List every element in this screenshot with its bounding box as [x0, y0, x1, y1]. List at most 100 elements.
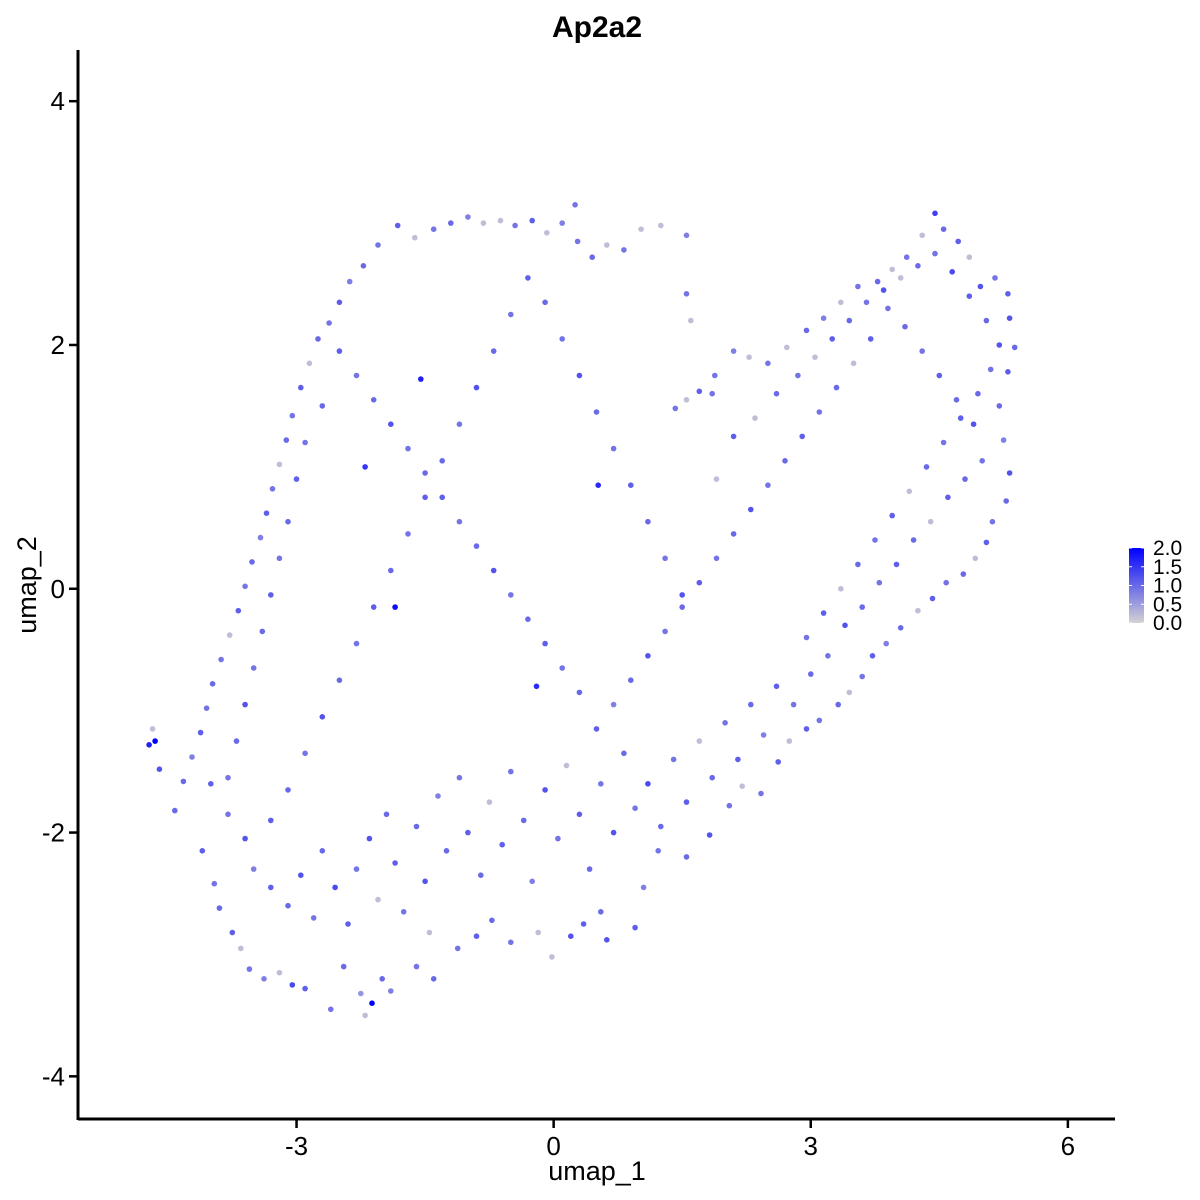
- data-point: [336, 677, 343, 683]
- data-point: [610, 701, 617, 708]
- data-point: [758, 790, 764, 797]
- data-point: [983, 539, 990, 546]
- data-point: [269, 486, 276, 492]
- data-point: [568, 933, 574, 939]
- data-point: [346, 278, 353, 285]
- data-point: [726, 802, 733, 809]
- data-point: [846, 317, 853, 324]
- data-point: [598, 909, 604, 915]
- data-point: [580, 921, 587, 927]
- data-point: [722, 720, 728, 726]
- data-point: [977, 283, 984, 290]
- axes: [76, 50, 1115, 1121]
- legend-label: 2.0: [1153, 537, 1182, 560]
- data-point: [739, 783, 745, 789]
- data-point: [949, 269, 955, 275]
- data-point: [268, 592, 274, 598]
- data-point: [456, 518, 463, 525]
- data-point: [263, 510, 270, 516]
- y-ticks: -4 -2 0 2 4: [42, 86, 78, 1091]
- data-point: [422, 878, 428, 885]
- data-point: [943, 579, 949, 586]
- data-point: [735, 756, 741, 763]
- data-point: [638, 226, 644, 232]
- data-point: [362, 464, 368, 470]
- data-point: [508, 768, 514, 775]
- data-point: [388, 567, 394, 574]
- data-point: [927, 518, 934, 525]
- data-point: [632, 924, 638, 931]
- data-point: [358, 990, 364, 997]
- data-point: [225, 774, 231, 781]
- data-point: [250, 866, 257, 872]
- data-point: [632, 805, 638, 811]
- data-point: [621, 247, 627, 253]
- data-point: [730, 531, 737, 537]
- data-point: [683, 799, 690, 805]
- data-point: [953, 397, 960, 403]
- data-point: [859, 604, 865, 610]
- data-point: [628, 677, 634, 683]
- data-point: [405, 531, 411, 537]
- data-point: [709, 774, 715, 781]
- data-point: [520, 817, 527, 824]
- data-point: [261, 976, 267, 982]
- data-point: [529, 878, 535, 885]
- data-point: [413, 823, 420, 830]
- data-point: [903, 254, 910, 260]
- legend-label: 0.0: [1153, 612, 1182, 635]
- data-point: [405, 445, 411, 452]
- data-point: [172, 807, 178, 814]
- data-point: [559, 220, 565, 226]
- data-point: [679, 604, 685, 610]
- data-point: [209, 681, 216, 687]
- data-point: [593, 726, 600, 732]
- data-point: [542, 299, 548, 306]
- data-point: [863, 299, 870, 306]
- data-point: [880, 287, 887, 293]
- data-point: [621, 750, 627, 757]
- data-point: [874, 278, 881, 285]
- legend-label: 1.0: [1153, 575, 1182, 598]
- data-point: [803, 726, 810, 732]
- data-point: [932, 210, 938, 217]
- data-point: [353, 866, 360, 872]
- data-point: [1003, 498, 1009, 504]
- data-point: [1011, 344, 1018, 351]
- data-point: [696, 738, 703, 744]
- data-point: [816, 717, 823, 724]
- y-tick-label: 2: [51, 330, 65, 360]
- data-point: [748, 506, 754, 513]
- data-point: [345, 921, 351, 927]
- data-point: [473, 543, 480, 549]
- data-point: [289, 982, 296, 988]
- data-point: [576, 689, 583, 696]
- data-point: [987, 366, 994, 373]
- data-point: [370, 604, 377, 610]
- data-point: [418, 376, 424, 382]
- data-point: [525, 616, 531, 622]
- data-point: [559, 665, 565, 671]
- data-point: [242, 835, 248, 842]
- data-point: [490, 567, 497, 574]
- data-point: [336, 299, 343, 306]
- data-point: [392, 860, 398, 866]
- data-point: [746, 354, 752, 361]
- data-point: [152, 738, 158, 744]
- data-point: [683, 397, 690, 403]
- data-point: [897, 275, 904, 281]
- data-point: [242, 583, 248, 590]
- data-point: [919, 348, 925, 354]
- data-point: [383, 811, 390, 818]
- data-point: [448, 220, 454, 226]
- data-point: [955, 238, 961, 245]
- data-point: [867, 336, 874, 342]
- data-point: [542, 640, 548, 647]
- data-point: [803, 634, 810, 641]
- data-point: [906, 488, 913, 495]
- data-point: [156, 766, 163, 772]
- y-tick-label: -4: [42, 1061, 65, 1091]
- data-point: [833, 384, 840, 391]
- data-point: [229, 929, 236, 936]
- data-point: [435, 793, 441, 799]
